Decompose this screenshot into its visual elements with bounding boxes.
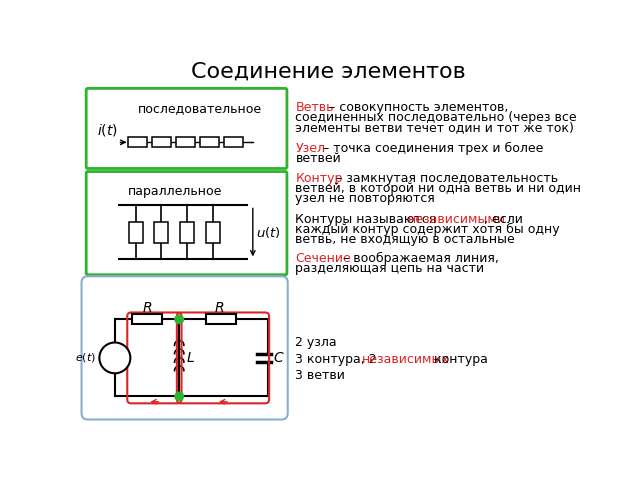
Text: – совокупность элементов,: – совокупность элементов,: [325, 101, 509, 115]
Text: Сечение: Сечение: [296, 252, 351, 264]
Bar: [132, 314, 162, 324]
Text: Контур: Контур: [296, 171, 343, 185]
Bar: [205, 222, 220, 243]
Bar: [152, 137, 171, 147]
Text: $i(t)$: $i(t)$: [97, 122, 118, 138]
Circle shape: [175, 315, 184, 324]
Text: элементы ветви течет один и тот же ток): элементы ветви течет один и тот же ток): [296, 121, 574, 134]
Bar: [129, 222, 143, 243]
Text: 2 узла: 2 узла: [296, 336, 337, 349]
Circle shape: [99, 343, 131, 373]
Text: Узел: Узел: [296, 142, 326, 156]
Text: ветвей: ветвей: [296, 152, 341, 165]
Text: независимыми: независимыми: [408, 213, 506, 226]
Text: L: L: [187, 351, 195, 365]
Text: Ветвь: Ветвь: [296, 101, 334, 115]
Text: R: R: [142, 301, 152, 315]
FancyBboxPatch shape: [86, 171, 287, 275]
Text: , если: , если: [484, 213, 523, 226]
Bar: [128, 137, 147, 147]
Bar: [206, 314, 236, 324]
FancyBboxPatch shape: [81, 276, 288, 420]
Bar: [200, 137, 219, 147]
Text: соединенных последовательно (через все: соединенных последовательно (через все: [296, 111, 577, 124]
Text: C: C: [274, 351, 284, 365]
Text: последовательное: последовательное: [138, 102, 262, 115]
Text: – точка соединения трех и более: – точка соединения трех и более: [319, 142, 543, 156]
Text: Контуры называются: Контуры называются: [296, 213, 441, 226]
FancyBboxPatch shape: [86, 88, 287, 168]
Text: контура: контура: [430, 352, 488, 365]
Text: ветвь, не входящую в остальные: ветвь, не входящую в остальные: [296, 233, 515, 246]
Text: $e(t)$: $e(t)$: [76, 351, 96, 364]
Text: независимых: независимых: [362, 352, 449, 365]
Text: – замкнутая последовательность: – замкнутая последовательность: [332, 171, 558, 185]
Bar: [176, 137, 195, 147]
Text: ветвей, в которой ни одна ветвь и ни один: ветвей, в которой ни одна ветвь и ни оди…: [296, 181, 582, 194]
Text: Соединение элементов: Соединение элементов: [191, 61, 465, 82]
Bar: [224, 137, 243, 147]
Bar: [180, 222, 194, 243]
Text: 3 ветви: 3 ветви: [296, 369, 346, 382]
Text: – воображаемая линия,: – воображаемая линия,: [339, 252, 499, 264]
Text: каждый контур содержит хотя бы одну: каждый контур содержит хотя бы одну: [296, 223, 560, 236]
Text: 3 контура, 2: 3 контура, 2: [296, 352, 381, 365]
Text: разделяющая цепь на части: разделяющая цепь на части: [296, 262, 484, 275]
Bar: [154, 222, 168, 243]
Text: узел не повторяются: узел не повторяются: [296, 192, 435, 204]
Text: параллельное: параллельное: [128, 185, 223, 198]
Text: R: R: [214, 301, 224, 315]
Circle shape: [175, 392, 184, 401]
Text: $u(t)$: $u(t)$: [256, 225, 281, 240]
